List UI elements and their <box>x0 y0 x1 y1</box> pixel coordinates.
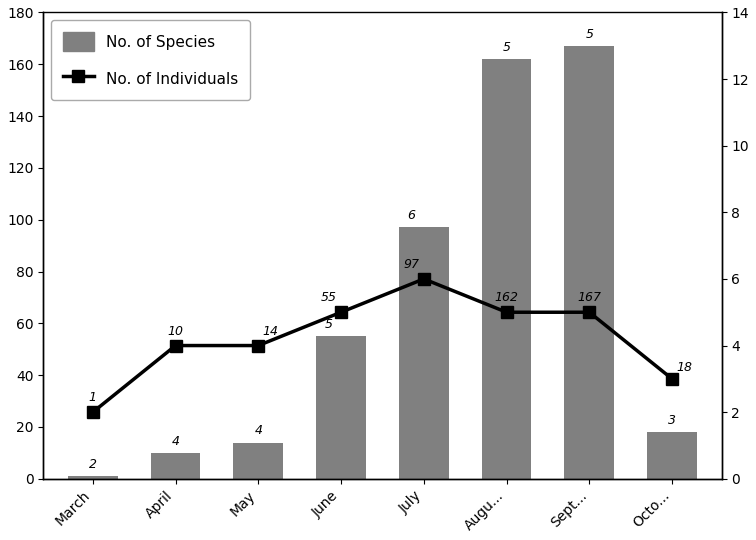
Text: 167: 167 <box>578 292 601 305</box>
Text: 5: 5 <box>585 28 593 41</box>
Text: 4: 4 <box>254 424 262 437</box>
Bar <box>482 59 531 479</box>
Text: 6: 6 <box>407 210 415 222</box>
Bar <box>234 442 284 479</box>
Text: 4: 4 <box>172 435 180 448</box>
Text: 14: 14 <box>263 325 279 338</box>
Bar <box>565 46 614 479</box>
Text: 5: 5 <box>503 41 510 54</box>
Bar <box>150 453 200 479</box>
Bar <box>647 432 697 479</box>
Legend: No. of Species, No. of Individuals: No. of Species, No. of Individuals <box>51 20 250 100</box>
Text: 3: 3 <box>668 414 676 427</box>
Text: 1: 1 <box>88 392 97 404</box>
Text: 10: 10 <box>168 325 184 338</box>
Bar <box>399 227 448 479</box>
Text: 97: 97 <box>404 258 420 271</box>
Text: 55: 55 <box>321 292 336 305</box>
Bar <box>316 336 366 479</box>
Text: 2: 2 <box>88 458 97 471</box>
Bar <box>68 476 118 479</box>
Text: 162: 162 <box>494 292 519 305</box>
Text: 5: 5 <box>324 318 333 331</box>
Text: 18: 18 <box>677 361 692 374</box>
